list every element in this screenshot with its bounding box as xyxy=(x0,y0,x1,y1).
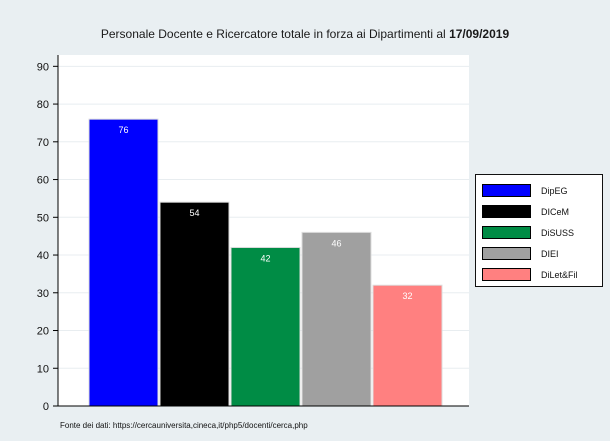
y-tick-label: 10 xyxy=(37,363,49,375)
y-tick-label: 40 xyxy=(37,250,49,262)
bar xyxy=(301,231,372,407)
y-tick-label: 30 xyxy=(37,288,49,300)
legend-item: DICeM xyxy=(482,201,602,222)
bars: 76 54 42 46 32 xyxy=(88,118,443,407)
y-tick-label: 60 xyxy=(37,175,49,187)
legend-swatch xyxy=(482,247,531,260)
bar xyxy=(230,246,301,407)
legend: DipEG DICeM DiSUSS DIEI DiLet&Fil xyxy=(475,174,603,287)
legend-swatch xyxy=(482,268,531,281)
legend-item: DipEG xyxy=(482,180,602,201)
chart-title-date: 17/09/2019 xyxy=(449,27,510,41)
bar xyxy=(88,118,159,407)
y-tick-label: 50 xyxy=(37,212,49,224)
legend-label: DipEG xyxy=(541,185,568,196)
legend-label: DiSUSS xyxy=(541,227,575,238)
legend-item: DiSUSS xyxy=(482,222,602,243)
bar-value-label: 54 xyxy=(189,208,199,218)
legend-label: DICeM xyxy=(541,206,570,217)
legend-swatch xyxy=(482,205,531,218)
y-tick-label: 90 xyxy=(37,61,49,73)
y-axis: 0 10 20 30 40 50 60 70 80 90 xyxy=(37,55,469,413)
y-tick-label: 70 xyxy=(37,137,49,149)
bar xyxy=(372,284,443,407)
legend-item: DIEI xyxy=(482,243,602,264)
bar-value-label: 32 xyxy=(402,291,412,301)
bar-value-label: 46 xyxy=(331,238,341,248)
legend-label: DiLet&Fil xyxy=(541,269,578,280)
bar xyxy=(159,201,230,407)
bar-value-label: 76 xyxy=(118,125,128,135)
y-tick-label: 80 xyxy=(37,99,49,111)
legend-swatch xyxy=(482,184,531,197)
y-tick-label: 0 xyxy=(43,401,49,413)
y-tick-label: 20 xyxy=(37,326,49,338)
bar-value-label: 42 xyxy=(260,253,270,263)
legend-item: DiLet&Fil xyxy=(482,264,602,285)
legend-swatch xyxy=(482,226,531,239)
legend-label: DIEI xyxy=(541,248,559,259)
source-note: Fonte dei dati: https://cercauniversita,… xyxy=(60,421,308,430)
chart-title: Personale Docente e Ricercatore totale i… xyxy=(0,27,610,41)
chart-title-main: Personale Docente e Ricercatore totale i… xyxy=(100,27,446,41)
